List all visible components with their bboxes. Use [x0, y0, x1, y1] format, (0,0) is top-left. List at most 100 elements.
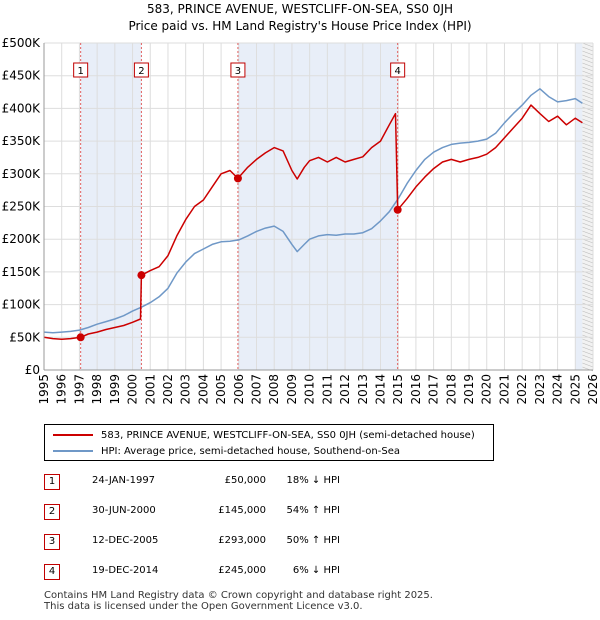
transaction-price: £145,000 — [218, 505, 266, 516]
forecast-hatch — [582, 246, 594, 252]
y-tick-label: £100K — [2, 298, 42, 312]
forecast-hatch — [582, 234, 594, 240]
transaction-hpi: 50% ↑ HPI — [286, 535, 340, 546]
x-tick-label: 2007 — [250, 374, 264, 405]
y-tick-label: £300K — [2, 167, 42, 181]
forecast-hatch — [582, 266, 594, 272]
transaction-hpi: 54% ↑ HPI — [286, 505, 340, 516]
transaction-price: £50,000 — [224, 475, 266, 486]
forecast-hatch — [582, 166, 594, 172]
y-tick-label: £0 — [25, 363, 40, 377]
forecast-hatch — [582, 142, 594, 148]
transaction-price: £245,000 — [218, 565, 266, 576]
forecast-hatch — [582, 322, 594, 328]
forecast-hatch — [582, 106, 594, 112]
forecast-hatch — [582, 78, 594, 84]
forecast-hatch — [582, 290, 594, 296]
forecast-hatch — [582, 134, 594, 140]
forecast-hatch — [582, 58, 594, 64]
x-tick-label: 2015 — [391, 374, 405, 405]
forecast-hatch — [582, 222, 594, 228]
forecast-hatch — [582, 110, 594, 116]
forecast-hatch — [582, 342, 594, 348]
forecast-hatch — [582, 258, 594, 264]
x-tick-label: 2002 — [161, 374, 175, 405]
forecast-hatch — [582, 182, 594, 188]
forecast-hatch — [582, 158, 594, 164]
transaction-number: 4 — [44, 564, 60, 580]
x-tick-label: 2001 — [143, 374, 157, 405]
legend-label-hpi: HPI: Average price, semi-detached house,… — [101, 446, 400, 457]
x-tick-label: 2020 — [480, 374, 494, 405]
sale-marker-label: 1 — [77, 66, 83, 77]
forecast-hatch — [582, 250, 594, 256]
footer-copyright: Contains HM Land Registry data © Crown c… — [44, 590, 433, 601]
transaction-number: 2 — [44, 504, 60, 520]
legend-swatch-property — [53, 434, 93, 436]
forecast-hatch — [582, 178, 594, 184]
legend: 583, PRINCE AVENUE, WESTCLIFF-ON-SEA, SS… — [44, 424, 494, 461]
forecast-hatch — [582, 362, 594, 368]
x-tick-label: 2022 — [515, 374, 529, 405]
forecast-hatch — [582, 122, 594, 128]
forecast-hatch — [582, 350, 594, 356]
x-tick-label: 2005 — [214, 374, 228, 405]
forecast-hatch — [582, 162, 594, 168]
forecast-hatch — [582, 102, 594, 108]
x-tick-label: 2006 — [232, 374, 246, 405]
x-tick-label: 1996 — [55, 374, 69, 405]
forecast-hatch — [582, 174, 594, 180]
chart-subtitle: Price paid vs. HM Land Registry's House … — [128, 19, 472, 33]
forecast-hatch — [582, 354, 594, 360]
transaction-price: £293,000 — [218, 535, 266, 546]
transaction-number: 1 — [44, 474, 60, 490]
table-row: 2 30-JUN-2000 £145,000 54% ↑ HPI — [44, 502, 524, 524]
chart-title: 583, PRINCE AVENUE, WESTCLIFF-ON-SEA, SS… — [146, 2, 454, 16]
forecast-hatch — [582, 190, 594, 196]
forecast-hatch — [582, 254, 594, 260]
sale-point — [76, 333, 85, 342]
forecast-hatch — [582, 318, 594, 324]
forecast-hatch — [582, 286, 594, 292]
x-tick-label: 2008 — [267, 374, 281, 405]
forecast-hatch — [582, 50, 594, 56]
forecast-hatch — [582, 98, 594, 104]
x-tick-label: 2016 — [409, 374, 423, 405]
forecast-hatch — [582, 130, 594, 136]
forecast-hatch — [582, 126, 594, 132]
sale-marker-box — [73, 62, 89, 78]
table-row: 1 24-JAN-1997 £50,000 18% ↓ HPI — [44, 472, 524, 494]
series-line-property — [43, 104, 583, 341]
transaction-number: 3 — [44, 534, 60, 550]
transaction-date: 30-JUN-2000 — [92, 505, 156, 516]
sale-marker-label: 2 — [138, 66, 144, 77]
table-row: 3 12-DEC-2005 £293,000 50% ↑ HPI — [44, 532, 524, 554]
y-tick-label: £400K — [2, 101, 42, 115]
y-tick-label: £500K — [2, 36, 42, 50]
forecast-hatch — [582, 310, 594, 316]
sale-marker-box — [230, 62, 246, 78]
sale-point — [137, 271, 146, 280]
forecast-hatch — [582, 358, 594, 364]
forecast-hatch — [582, 146, 594, 152]
sale-marker-box — [390, 62, 406, 78]
y-tick-label: £250K — [2, 200, 42, 214]
x-tick-label: 2003 — [179, 374, 193, 405]
forecast-hatch — [582, 118, 594, 124]
legend-item-property: 583, PRINCE AVENUE, WESTCLIFF-ON-SEA, SS… — [53, 429, 475, 443]
forecast-hatch — [582, 54, 594, 60]
forecast-hatch — [582, 62, 594, 68]
x-tick-label: 2025 — [568, 374, 582, 405]
legend-item-hpi: HPI: Average price, semi-detached house,… — [53, 445, 400, 459]
forecast-hatch — [582, 218, 594, 224]
forecast-hatch — [582, 214, 594, 220]
forecast-hatch — [582, 46, 594, 52]
forecast-hatch — [582, 230, 594, 236]
forecast-hatch — [582, 346, 594, 352]
sale-point — [233, 174, 242, 183]
forecast-hatch — [582, 262, 594, 268]
transaction-date: 24-JAN-1997 — [92, 475, 156, 486]
forecast-hatch — [582, 82, 594, 88]
y-tick-label: £450K — [2, 69, 42, 83]
transaction-date: 19-DEC-2014 — [92, 565, 159, 576]
